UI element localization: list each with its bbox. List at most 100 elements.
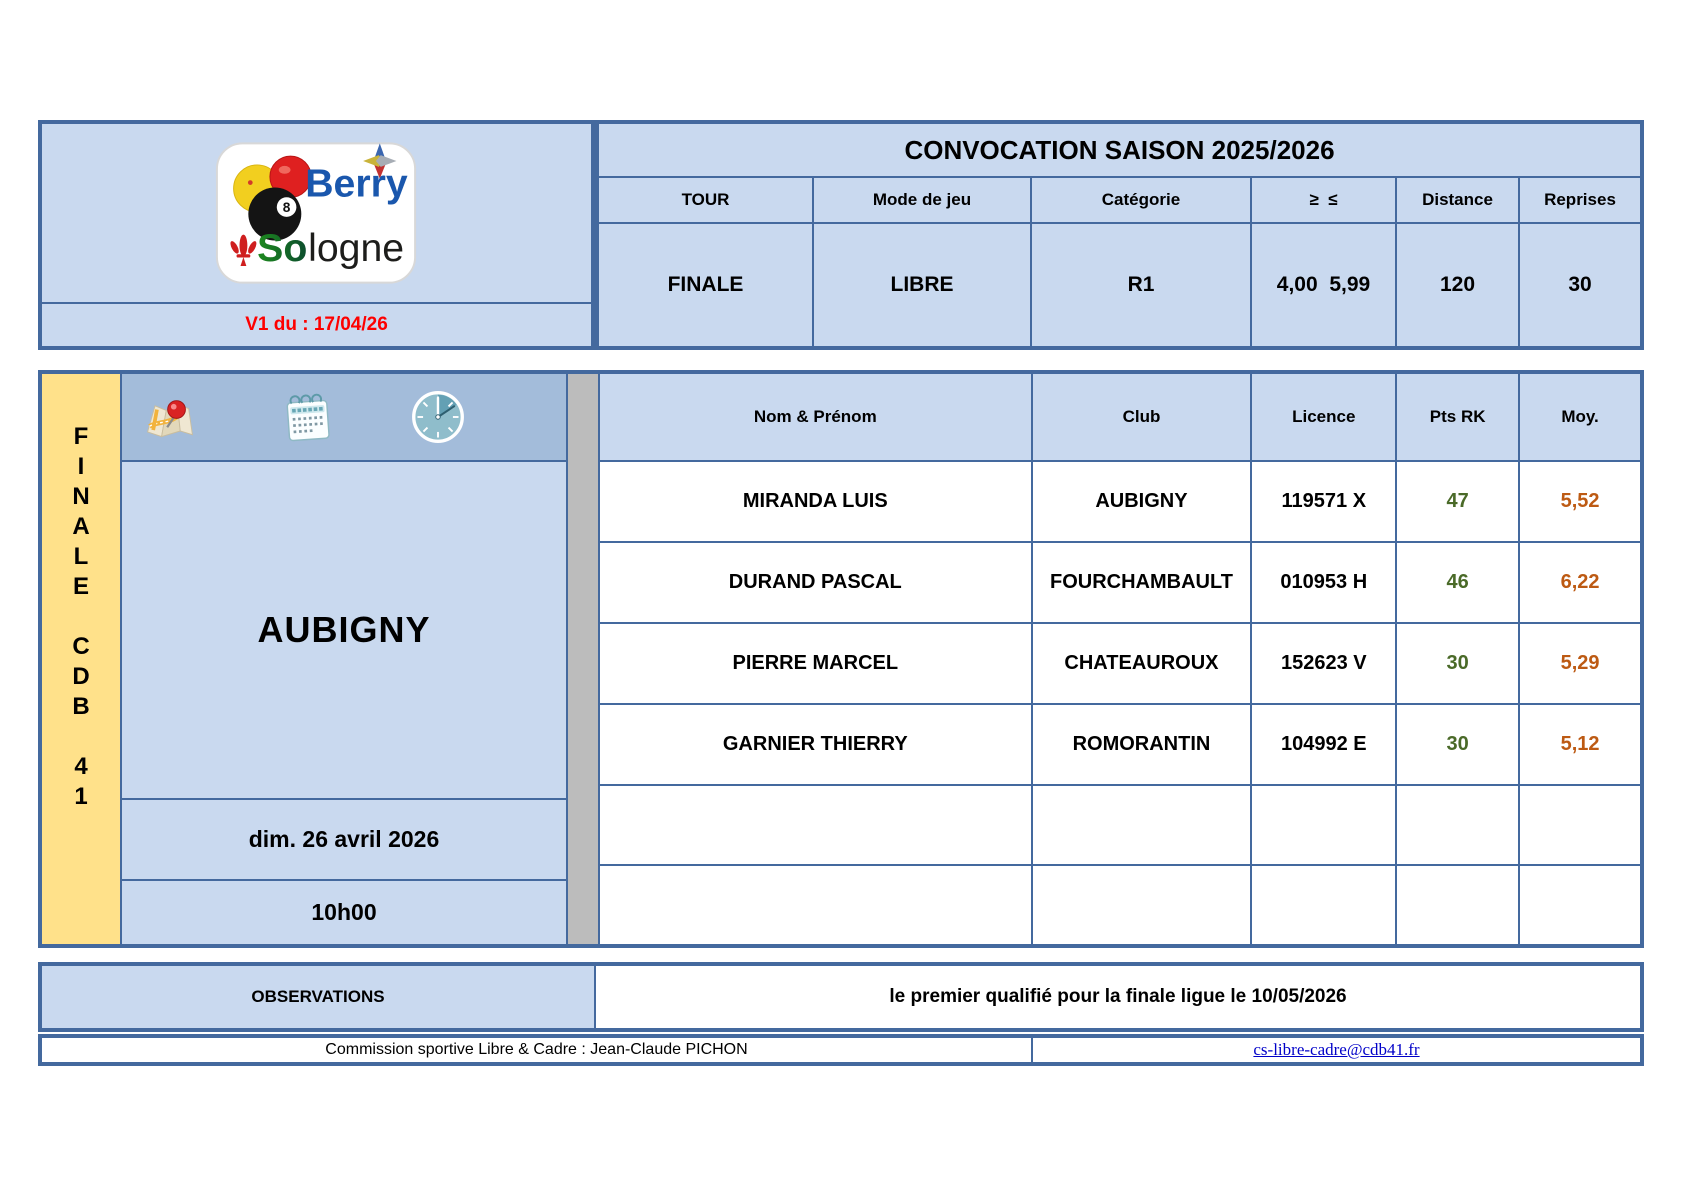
player-licence: 119571 X bbox=[1251, 461, 1397, 542]
value-categorie: R1 bbox=[1031, 223, 1251, 347]
observations-section: OBSERVATIONS le premier qualifié pour la… bbox=[38, 962, 1644, 1032]
player-name: PIERRE MARCEL bbox=[599, 623, 1032, 704]
player-moy: 6,22 bbox=[1519, 542, 1641, 623]
side-letter: N bbox=[72, 483, 90, 510]
value-distance: 120 bbox=[1396, 223, 1519, 347]
player-row: MIRANDA LUIS AUBIGNY 119571 X 47 5,52 bbox=[599, 461, 1641, 542]
player-pts-rk: 46 bbox=[1396, 542, 1520, 623]
col-header-distance: Distance bbox=[1396, 177, 1519, 223]
convocation-header-section: CONVOCATION SAISON 2025/2026 TOUR Mode d… bbox=[595, 120, 1644, 350]
player-row: GARNIER THIERRY ROMORANTIN 104992 E 30 5… bbox=[599, 704, 1641, 785]
players-table: Nom & Prénom Club Licence Pts RK Moy. MI… bbox=[599, 373, 1641, 945]
side-letter: E bbox=[72, 573, 89, 600]
value-tour: FINALE bbox=[598, 223, 813, 347]
version-label: V1 du : 17/04/26 bbox=[41, 303, 592, 347]
value-bounds: 4,00 5,99 bbox=[1251, 223, 1396, 347]
player-pts-rk: 30 bbox=[1396, 704, 1520, 785]
col-header-moy: Moy. bbox=[1519, 373, 1641, 461]
email-cell: cs-libre-cadre@cdb41.fr bbox=[1032, 1037, 1641, 1063]
icon-bar bbox=[121, 373, 567, 461]
commission-text: Commission sportive Libre & Cadre : Jean… bbox=[41, 1037, 1032, 1063]
col-header-mode-de-jeu: Mode de jeu bbox=[813, 177, 1031, 223]
player-club bbox=[1031, 785, 1252, 865]
side-letter: 4 bbox=[74, 753, 88, 780]
col-header-club: Club bbox=[1031, 373, 1252, 461]
col-header-categorie: Catégorie bbox=[1031, 177, 1251, 223]
venue-time: 10h00 bbox=[121, 880, 567, 945]
player-club bbox=[1031, 865, 1252, 945]
footer-section: Commission sportive Libre & Cadre : Jean… bbox=[38, 1034, 1644, 1066]
berry-sologne-logo: 8 Berry So logne bbox=[215, 142, 416, 284]
player-club: CHATEAUROUX bbox=[1031, 623, 1252, 704]
player-licence: 104992 E bbox=[1251, 704, 1397, 785]
player-row: PIERRE MARCEL CHATEAUROUX 152623 V 30 5,… bbox=[599, 623, 1641, 704]
player-pts-rk bbox=[1396, 785, 1520, 865]
side-letter: L bbox=[73, 543, 89, 570]
player-name: GARNIER THIERRY bbox=[599, 704, 1032, 785]
svg-text:So: So bbox=[257, 226, 307, 270]
clock-icon bbox=[412, 391, 464, 443]
calendar-icon bbox=[286, 393, 330, 442]
player-licence: 152623 V bbox=[1251, 623, 1397, 704]
player-pts-rk: 30 bbox=[1396, 623, 1520, 704]
player-licence bbox=[1251, 785, 1397, 865]
contact-email-link[interactable]: cs-libre-cadre@cdb41.fr bbox=[1253, 1040, 1420, 1059]
observations-label: OBSERVATIONS bbox=[41, 965, 595, 1029]
venue-club: AUBIGNY bbox=[121, 461, 567, 799]
map-pin-icon bbox=[147, 400, 193, 438]
fleur-de-lis-icon bbox=[229, 234, 256, 266]
player-moy: 5,12 bbox=[1519, 704, 1641, 785]
player-name: DURAND PASCAL bbox=[599, 542, 1032, 623]
side-letter: D bbox=[72, 663, 90, 690]
side-letter: A bbox=[72, 513, 90, 540]
player-club: FOURCHAMBAULT bbox=[1031, 542, 1252, 623]
col-header-nom-prenom: Nom & Prénom bbox=[599, 373, 1032, 461]
value-reprises: 30 bbox=[1519, 223, 1641, 347]
side-label-finale-cdb-41: F I N A L E C D B 4 1 bbox=[41, 373, 121, 945]
player-name bbox=[599, 785, 1032, 865]
spacer-strip bbox=[567, 373, 599, 945]
page-title: CONVOCATION SAISON 2025/2026 bbox=[598, 123, 1641, 177]
svg-text:logne: logne bbox=[308, 226, 404, 270]
player-licence bbox=[1251, 865, 1397, 945]
side-letter: C bbox=[72, 633, 90, 660]
player-row bbox=[599, 785, 1641, 865]
header-values-row: FINALE LIBRE R1 4,00 5,99 120 30 bbox=[598, 223, 1641, 347]
player-moy: 5,29 bbox=[1519, 623, 1641, 704]
col-header-reprises: Reprises bbox=[1519, 177, 1641, 223]
value-mode-de-jeu: LIBRE bbox=[813, 223, 1031, 347]
player-row bbox=[599, 865, 1641, 945]
col-header-pts-rk: Pts RK bbox=[1396, 373, 1520, 461]
logo-cell: 8 Berry So logne bbox=[41, 123, 592, 303]
venue-panel: AUBIGNY dim. 26 avril 2026 10h00 bbox=[121, 373, 567, 945]
logo-section: 8 Berry So logne V1 du : 17/04/26 bbox=[38, 120, 595, 350]
col-header-tour: TOUR bbox=[598, 177, 813, 223]
player-name: MIRANDA LUIS bbox=[599, 461, 1032, 542]
svg-text:8: 8 bbox=[282, 200, 290, 215]
col-header-licence: Licence bbox=[1251, 373, 1397, 461]
player-pts-rk bbox=[1396, 865, 1520, 945]
player-club: AUBIGNY bbox=[1031, 461, 1252, 542]
players-header-row: Nom & Prénom Club Licence Pts RK Moy. bbox=[599, 373, 1641, 461]
qualification-note: le premier qualifié pour la finale ligue… bbox=[595, 965, 1641, 1029]
main-section: F I N A L E C D B 4 1 bbox=[38, 370, 1644, 948]
player-pts-rk: 47 bbox=[1396, 461, 1520, 542]
player-licence: 010953 H bbox=[1251, 542, 1397, 623]
billiard-balls-icon: 8 bbox=[232, 155, 312, 241]
col-header-bounds: ≥ ≤ bbox=[1251, 177, 1396, 223]
player-moy bbox=[1519, 865, 1641, 945]
svg-text:Berry: Berry bbox=[305, 161, 408, 205]
player-club: ROMORANTIN bbox=[1031, 704, 1252, 785]
player-moy: 5,52 bbox=[1519, 461, 1641, 542]
star-icon bbox=[362, 143, 396, 179]
side-letter: B bbox=[72, 693, 90, 720]
player-moy bbox=[1519, 785, 1641, 865]
header-columns-row: TOUR Mode de jeu Catégorie ≥ ≤ Distance … bbox=[598, 177, 1641, 223]
side-letter: F bbox=[73, 423, 89, 450]
player-name bbox=[599, 865, 1032, 945]
side-letter: I bbox=[77, 453, 85, 480]
side-letter: 1 bbox=[74, 783, 88, 810]
player-row: DURAND PASCAL FOURCHAMBAULT 010953 H 46 … bbox=[599, 542, 1641, 623]
venue-date: dim. 26 avril 2026 bbox=[121, 799, 567, 880]
